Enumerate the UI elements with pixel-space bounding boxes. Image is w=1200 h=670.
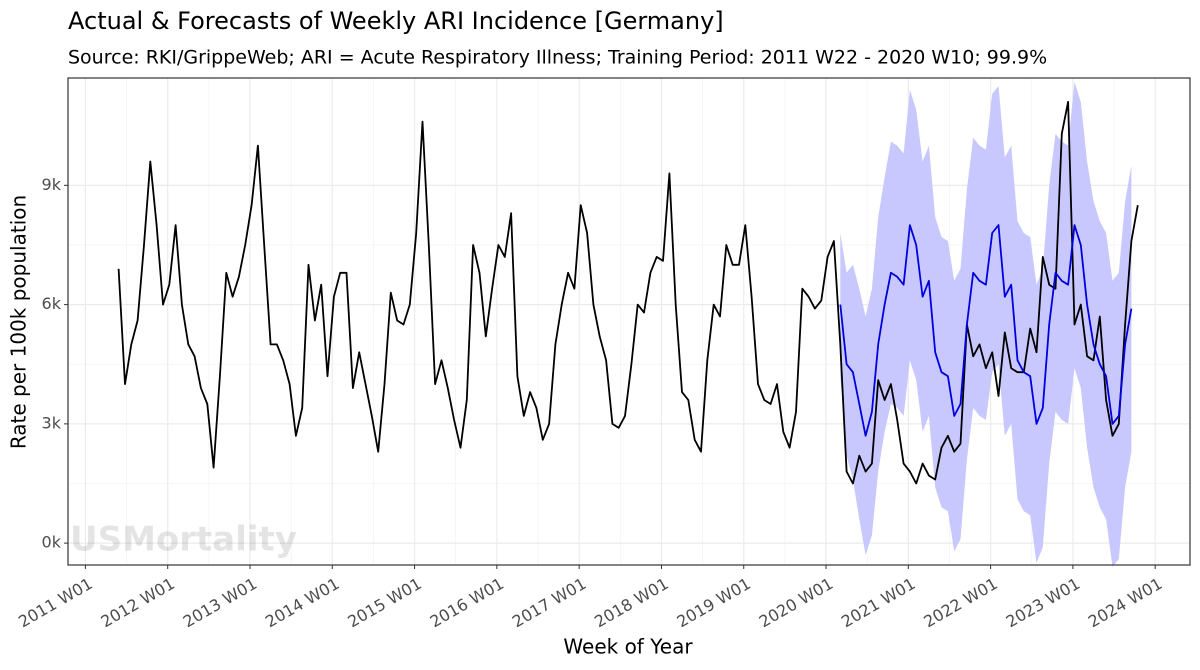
forecast-line: [839, 224, 1133, 437]
y-tick-label: 0k: [42, 533, 62, 552]
x-tick-label: 2020 W01: [756, 574, 837, 631]
chart-subtitle: Source: RKI/GrippeWeb; ARI = Acute Respi…: [68, 47, 1047, 69]
y-axis-label: Rate per 100k population: [7, 195, 31, 449]
x-tick-label: 2011 W01: [15, 574, 96, 631]
x-tick-label: 2013 W01: [180, 574, 261, 631]
watermark: USMortality: [70, 520, 297, 560]
x-tick-label: 2015 W01: [344, 574, 425, 631]
x-tick-label: 2022 W01: [920, 574, 1001, 631]
x-tick-label: 2023 W01: [1003, 574, 1084, 631]
y-tick-label: 3k: [42, 413, 62, 432]
x-tick-label: 2018 W01: [591, 574, 672, 631]
x-tick-label: 2021 W01: [838, 574, 919, 631]
x-tick-label: 2014 W01: [262, 574, 343, 631]
plot-border: [67, 77, 1191, 566]
x-axis-label: Week of Year: [563, 635, 693, 659]
x-tick-label: 2019 W01: [673, 574, 754, 631]
x-tick-label: 2012 W01: [97, 574, 178, 631]
actual-line: [117, 101, 1139, 485]
x-tick-label: 2016 W01: [427, 574, 508, 631]
y-tick-label: 9k: [42, 175, 62, 194]
chart-title: Actual & Forecasts of Weekly ARI Inciden…: [68, 7, 724, 35]
x-tick-label: 2017 W01: [509, 574, 590, 631]
x-tick-label: 2024 W01: [1085, 574, 1166, 631]
y-tick-label: 6k: [42, 294, 62, 313]
